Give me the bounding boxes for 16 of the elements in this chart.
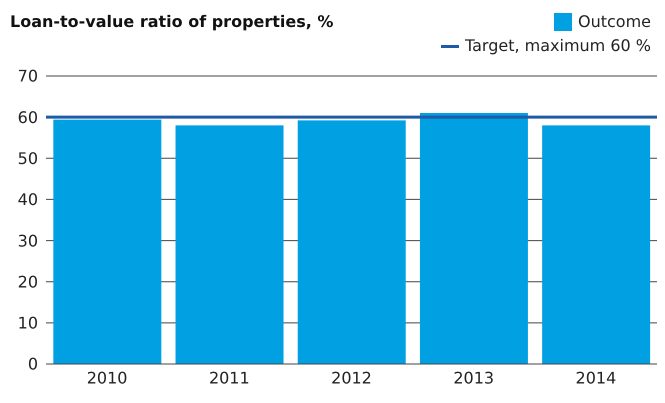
legend-label: Target, maximum 60 % (464, 35, 651, 57)
x-tick-label: 2010 (86, 368, 128, 388)
x-tick-label: 2011 (208, 368, 250, 388)
x-tick-label: 2013 (453, 368, 494, 388)
y-tick-label: 50 (18, 148, 38, 168)
y-tick-label: 70 (18, 66, 38, 86)
x-tick-label: 2012 (331, 368, 372, 388)
y-tick-label: 10 (18, 314, 38, 333)
legend-label: Outcome (578, 11, 651, 33)
chart-title: Loan-to-value ratio of properties, % (10, 12, 334, 31)
x-tick-label: 2014 (576, 368, 616, 388)
y-tick-label: 40 (18, 190, 38, 210)
y-tick-label: 0 (28, 354, 38, 374)
y-tick-label: 20 (18, 272, 38, 292)
y-tick-label: 60 (18, 108, 38, 127)
y-tick-label: 30 (18, 231, 38, 250)
